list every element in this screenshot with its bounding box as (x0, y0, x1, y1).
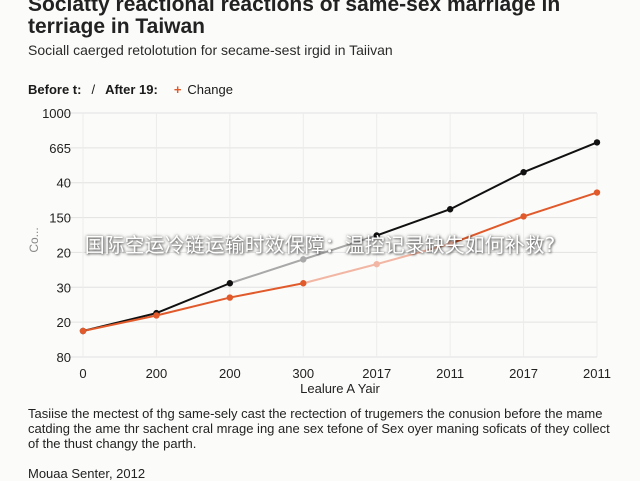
y-tick-label: 20 (57, 315, 71, 330)
series-line-segment (156, 296, 231, 317)
data-point (79, 327, 87, 335)
x-tick-label: 200 (146, 366, 168, 381)
x-tick-label: 0 (79, 366, 86, 381)
data-point (373, 260, 380, 268)
y-tick-label: 80 (57, 350, 71, 365)
x-tick-label: 2017 (509, 366, 538, 381)
y-tick-label: 20 (57, 245, 71, 260)
chart-subtitle: Sociall caerged retolotution for secame-… (28, 42, 393, 58)
legend-change-marker: + (173, 81, 182, 97)
series-lines (82, 141, 598, 332)
data-point (373, 232, 380, 239)
series-line-segment (376, 208, 451, 237)
y-tick-labels: 1000 665 40 150 20 30 20 80 (42, 106, 71, 365)
y-tick-label: 40 (57, 176, 71, 191)
chart-caption: Tasiise the mectest of thg same-sely cas… (28, 406, 610, 451)
series-line-segment (449, 215, 524, 245)
legend-after-label: After 19: (105, 81, 158, 97)
overlay-text: 国际空运冷链运输时效保障：温控记录缺失如何补救? (84, 233, 556, 257)
legend-change-label: Change (187, 81, 233, 97)
x-tick-label: 200 (219, 366, 241, 381)
series-line-segment (156, 282, 231, 315)
y-tick-label: 150 (49, 211, 71, 226)
series-points (79, 139, 601, 335)
data-point (226, 294, 234, 301)
data-point (520, 169, 527, 176)
y-tick-label: 665 (49, 141, 71, 156)
series-line-segment (523, 141, 598, 174)
chart-source: Mouaa Senter, 2012 (28, 466, 146, 481)
x-tick-label: 2011 (583, 366, 611, 381)
chart-title: Sociatty reactional reactions of same-se… (28, 0, 561, 38)
data-point (446, 240, 454, 248)
x-tick-labels: 0 200 200 300 2017 2011 2017 2011 (79, 366, 611, 381)
data-point (446, 206, 454, 213)
series-line-segment (82, 314, 157, 332)
legend-separator: / (91, 81, 96, 97)
series-line-segment (229, 282, 304, 299)
legend: Before t: / After 19: + Change (28, 80, 233, 98)
data-point (226, 280, 234, 287)
data-point (300, 256, 307, 263)
legend-before-label: Before t: (28, 81, 82, 97)
series-line-segment (523, 191, 598, 218)
data-point (593, 189, 601, 196)
series-line-segment (376, 242, 451, 266)
y-axis-label: Co... (27, 227, 41, 252)
x-axis-label: Lealure A Yair (300, 381, 380, 396)
x-tick-label: 300 (292, 366, 314, 381)
x-tick-label: 2017 (362, 366, 391, 381)
y-tick-label: 30 (57, 280, 71, 295)
data-point (520, 213, 527, 220)
series-line-segment (303, 263, 377, 285)
data-point (593, 139, 601, 146)
series-line-segment (449, 171, 525, 211)
series-line-segment (229, 258, 304, 285)
y-tick-label: 1000 (42, 106, 71, 121)
data-point (300, 280, 307, 287)
chart-grid (60, 112, 598, 358)
series-line-segment (302, 234, 378, 261)
x-tick-label: 2011 (436, 366, 464, 381)
data-point (153, 312, 160, 319)
